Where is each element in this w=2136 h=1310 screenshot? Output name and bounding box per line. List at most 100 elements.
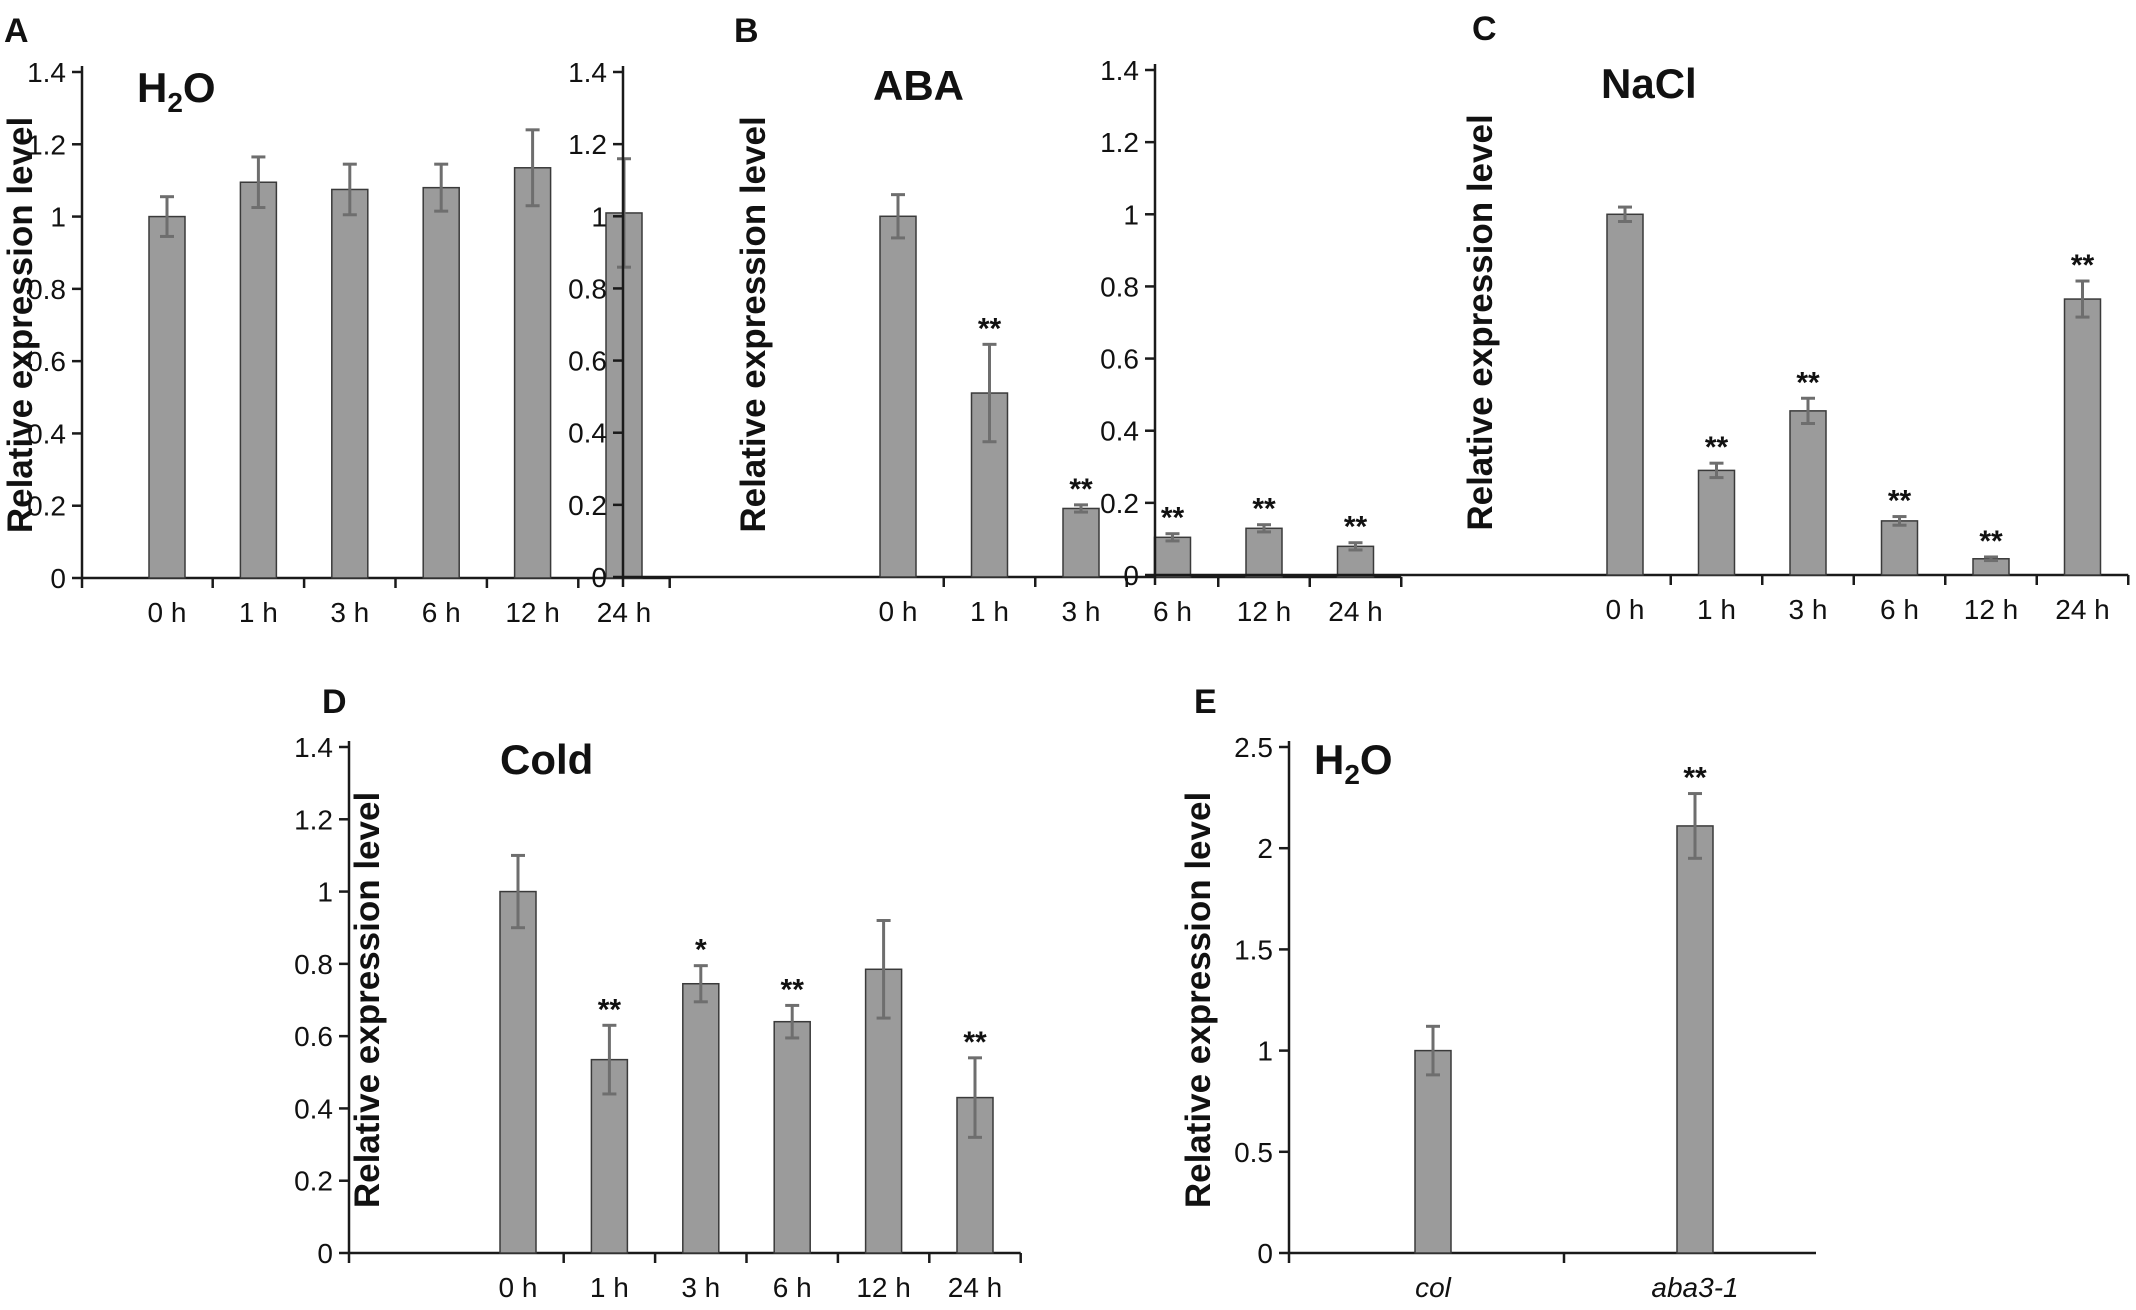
significance-marker: ** bbox=[1252, 493, 1276, 526]
bar bbox=[148, 215, 186, 579]
panel-label: E bbox=[1194, 683, 1217, 721]
panel-e: E H2O Relative expression level 0 0.5 1 1.5 2 2.… bbox=[1179, 683, 1816, 1303]
bar bbox=[1697, 469, 1736, 576]
y-tick-label: 0.4 bbox=[568, 418, 607, 449]
significance-marker: ** bbox=[781, 973, 805, 1006]
bar bbox=[1062, 507, 1100, 578]
bar bbox=[1414, 1049, 1452, 1254]
panel-b: B ABA Relative expression level 0 0.2 0.4 0.6 0… bbox=[568, 12, 1403, 627]
bar bbox=[773, 1020, 811, 1254]
y-tick-label: 0.2 bbox=[294, 1166, 333, 1197]
x-tick-label: 6 h bbox=[1153, 596, 1192, 627]
significance-marker: * bbox=[695, 934, 707, 967]
y-tick-label: 0 bbox=[1123, 560, 1139, 591]
panel-label: B bbox=[734, 12, 759, 50]
panel-label: D bbox=[322, 683, 347, 721]
y-tick-label: 0.4 bbox=[1100, 416, 1139, 447]
y-tick-label: 1.2 bbox=[294, 804, 333, 835]
panel-a: A H2O Relative expression level 0 0.2 0.4 0.6 0… bbox=[1, 12, 671, 628]
panel-d: D Cold Relative expression level 0 0.2 0.4 0.6… bbox=[294, 683, 1022, 1303]
y-axis-label: Relative expression level bbox=[1, 117, 40, 533]
x-tick-label: 1 h bbox=[239, 597, 278, 628]
bar bbox=[513, 167, 552, 579]
y-tick-label: 0 bbox=[50, 563, 66, 594]
bar bbox=[1789, 410, 1827, 576]
y-tick-label: 0.4 bbox=[294, 1093, 333, 1124]
significance-marker: ** bbox=[1979, 525, 2003, 558]
y-tick-label: 1.4 bbox=[294, 732, 333, 763]
y-tick-label: 1.4 bbox=[27, 57, 66, 88]
significance-marker: ** bbox=[1683, 762, 1707, 795]
y-tick-label: 0.4 bbox=[27, 418, 66, 449]
x-tick-label: 24 h bbox=[597, 597, 652, 628]
x-tick-label: 24 h bbox=[2055, 594, 2110, 625]
y-tick-label: 0.2 bbox=[568, 490, 607, 521]
y-tick-label: 2.5 bbox=[1234, 732, 1273, 763]
y-tick-label: 0.6 bbox=[568, 346, 607, 377]
significance-marker: ** bbox=[1888, 485, 1912, 518]
panel-c: C NaCl Relative expression level 0 0.2 0.4 0.6… bbox=[1100, 10, 2130, 625]
y-tick-label: 0.2 bbox=[1100, 488, 1139, 519]
y-tick-label: 1.5 bbox=[1234, 934, 1273, 965]
bar bbox=[422, 186, 460, 579]
y-axis-label: Relative expression level bbox=[1461, 114, 1500, 530]
y-tick-label: 1.4 bbox=[568, 57, 607, 88]
x-tick-label: 24 h bbox=[948, 1272, 1003, 1303]
x-tick-label: 0 h bbox=[499, 1272, 538, 1303]
x-tick-label: 12 h bbox=[1964, 594, 2019, 625]
x-tick-label: 0 h bbox=[148, 597, 187, 628]
panel-title: Cold bbox=[500, 736, 593, 783]
x-tick-label: 0 h bbox=[1606, 594, 1645, 625]
bar bbox=[239, 181, 278, 579]
x-tick-label: 12 h bbox=[856, 1272, 911, 1303]
x-tick-label: 6 h bbox=[773, 1272, 812, 1303]
bar bbox=[1676, 825, 1714, 1254]
x-tick-label: 3 h bbox=[681, 1272, 720, 1303]
y-axis-label: Relative expression level bbox=[348, 792, 387, 1208]
bar bbox=[1153, 536, 1192, 578]
bar bbox=[499, 890, 537, 1254]
bar bbox=[1245, 527, 1283, 578]
significance-marker: ** bbox=[1069, 473, 1093, 506]
x-tick-label: 1 h bbox=[970, 596, 1009, 627]
bar bbox=[2063, 298, 2102, 576]
y-tick-label: 0.2 bbox=[27, 491, 66, 522]
x-tick-label: col bbox=[1415, 1272, 1452, 1303]
x-tick-label: 6 h bbox=[1880, 594, 1919, 625]
y-tick-label: 0.8 bbox=[568, 273, 607, 304]
x-tick-label: 12 h bbox=[1237, 596, 1292, 627]
bar bbox=[879, 215, 917, 578]
y-tick-label: 1.4 bbox=[1100, 55, 1139, 86]
significance-marker: ** bbox=[2071, 249, 2095, 282]
x-tick-label: 3 h bbox=[1789, 594, 1828, 625]
y-tick-label: 0 bbox=[1257, 1238, 1273, 1269]
x-tick-label: 24 h bbox=[1328, 596, 1383, 627]
y-tick-label: 0 bbox=[591, 562, 607, 593]
significance-marker: ** bbox=[1161, 502, 1185, 535]
significance-marker: ** bbox=[1705, 431, 1729, 464]
x-tick-label: 3 h bbox=[330, 597, 369, 628]
panel-label: A bbox=[4, 12, 29, 50]
significance-marker: ** bbox=[1796, 366, 1820, 399]
significance-marker: ** bbox=[598, 993, 622, 1026]
panel-title: H2O bbox=[137, 64, 216, 118]
y-tick-label: 0.5 bbox=[1234, 1137, 1273, 1168]
significance-marker: ** bbox=[963, 1026, 987, 1059]
x-tick-label: 1 h bbox=[590, 1272, 629, 1303]
y-tick-label: 0.6 bbox=[27, 346, 66, 377]
significance-marker: ** bbox=[978, 312, 1002, 345]
significance-marker: ** bbox=[1344, 511, 1368, 544]
y-tick-label: 0.6 bbox=[1100, 344, 1139, 375]
panel-title: ABA bbox=[873, 62, 964, 109]
y-axis-label: Relative expression level bbox=[1179, 792, 1218, 1208]
bar bbox=[1336, 545, 1375, 578]
x-tick-label: 12 h bbox=[505, 597, 560, 628]
y-axis-label: Relative expression level bbox=[734, 116, 773, 532]
y-tick-label: 0.8 bbox=[1100, 271, 1139, 302]
panel-title: H2O bbox=[1314, 736, 1393, 790]
y-tick-label: 1 bbox=[50, 202, 66, 233]
y-tick-label: 2 bbox=[1257, 833, 1273, 864]
y-tick-label: 0 bbox=[317, 1238, 333, 1269]
y-tick-label: 1.2 bbox=[27, 129, 66, 160]
